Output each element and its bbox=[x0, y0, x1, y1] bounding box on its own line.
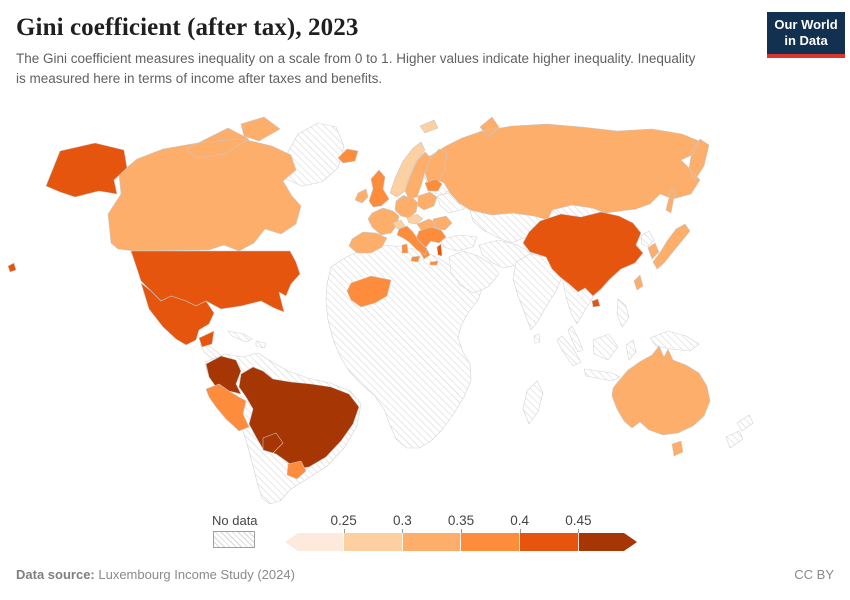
map-region-germany[interactable] bbox=[394, 195, 419, 219]
legend-segment-3[interactable] bbox=[461, 533, 520, 551]
data-source: Data source: Luxembourg Income Study (20… bbox=[16, 567, 295, 582]
no-data-label: No data bbox=[212, 513, 258, 528]
map-region-finland[interactable] bbox=[424, 148, 448, 187]
map-region-russia[interactable] bbox=[426, 116, 710, 221]
map-region-turkey[interactable] bbox=[439, 234, 478, 252]
legend-color-bar[interactable] bbox=[285, 533, 637, 551]
map-region-uruguay[interactable] bbox=[286, 460, 307, 480]
map-region-colombia[interactable] bbox=[205, 355, 242, 395]
license-link[interactable]: CC BY bbox=[794, 567, 834, 582]
map-region-switzerland[interactable] bbox=[392, 219, 406, 230]
legend-tick-labels: 0.25 0.3 0.35 0.4 0.45 bbox=[285, 513, 637, 529]
map-region-canada[interactable] bbox=[107, 116, 302, 252]
map-region-paraguay[interactable] bbox=[262, 432, 284, 454]
legend-no-data[interactable]: No data bbox=[212, 513, 258, 548]
map-region-southeast-asia[interactable] bbox=[556, 269, 637, 382]
legend-tick-label: 0.3 bbox=[392, 513, 412, 528]
map-region-north-korea[interactable] bbox=[640, 230, 655, 248]
no-data-swatch[interactable] bbox=[213, 531, 255, 548]
legend-tick-label: 0.45 bbox=[565, 513, 592, 528]
map-region-norway[interactable] bbox=[389, 119, 439, 198]
map-region-iceland[interactable] bbox=[337, 148, 359, 164]
legend-color-bar-block: 0.25 0.3 0.35 0.4 0.45 bbox=[285, 513, 637, 551]
legend-tickmark bbox=[578, 529, 580, 533]
map-region-united-kingdom[interactable] bbox=[368, 169, 390, 208]
map-region-italy[interactable] bbox=[396, 225, 428, 263]
legend-tick-label: 0.25 bbox=[330, 513, 357, 528]
map-region-israel[interactable] bbox=[436, 243, 443, 257]
legend-tickmark bbox=[519, 529, 521, 533]
map-region-romania[interactable] bbox=[432, 215, 453, 231]
chart-header: Gini coefficient (after tax), 2023 The G… bbox=[16, 14, 756, 90]
map-region-poland[interactable] bbox=[417, 191, 438, 211]
data-source-value: Luxembourg Income Study (2024) bbox=[94, 567, 295, 582]
owid-logo-line1: Our World bbox=[774, 17, 838, 32]
legend-tickmark bbox=[461, 529, 462, 533]
legend-tick-label: 0.35 bbox=[447, 513, 475, 528]
map-region-arabia[interactable] bbox=[448, 250, 500, 294]
legend-tickmark bbox=[402, 529, 404, 533]
map-region-ireland[interactable] bbox=[354, 188, 369, 204]
owid-logo-line2: in Data bbox=[784, 33, 828, 49]
map-region-caribbean[interactable] bbox=[227, 330, 267, 349]
legend-tick-label: 0.4 bbox=[510, 513, 530, 528]
map-legend: No data 0.25 0.3 0.35 0.4 0.45 bbox=[212, 513, 642, 553]
map-region-taiwan[interactable] bbox=[633, 274, 644, 291]
map-region-australia[interactable] bbox=[611, 345, 711, 457]
map-region-czechia[interactable] bbox=[406, 213, 424, 225]
map-region-new-zealand[interactable] bbox=[725, 414, 754, 449]
map-region-mexico[interactable] bbox=[140, 282, 215, 348]
map-region-japan[interactable] bbox=[652, 223, 691, 270]
map-region-france[interactable] bbox=[367, 207, 400, 236]
legend-segment-4[interactable] bbox=[520, 533, 579, 551]
map-region-baltics[interactable] bbox=[424, 178, 443, 192]
legend-tickmark bbox=[343, 529, 345, 533]
legend-bar-wrap bbox=[285, 529, 637, 551]
map-region-greenland[interactable] bbox=[283, 122, 345, 187]
map-region-mali[interactable] bbox=[346, 275, 392, 308]
legend-segment-2[interactable] bbox=[403, 533, 462, 551]
legend-segment-5[interactable] bbox=[579, 533, 637, 551]
owid-logo[interactable]: Our World in Data bbox=[767, 12, 845, 58]
page-title: Gini coefficient (after tax), 2023 bbox=[16, 14, 359, 41]
map-region-iberia[interactable] bbox=[348, 231, 388, 254]
legend-segment-0[interactable] bbox=[285, 533, 344, 551]
map-region-peru[interactable] bbox=[205, 383, 250, 432]
map-region-madagascar[interactable] bbox=[522, 380, 544, 425]
map-region-south-korea[interactable] bbox=[647, 242, 660, 260]
legend-segment-1[interactable] bbox=[344, 533, 403, 551]
chart-footer: Data source: Luxembourg Income Study (20… bbox=[0, 567, 850, 582]
chart-subtitle: The Gini coefficient measures inequality… bbox=[16, 51, 696, 87]
data-source-label: Data source: bbox=[16, 567, 95, 582]
map-region-china[interactable] bbox=[522, 211, 644, 308]
